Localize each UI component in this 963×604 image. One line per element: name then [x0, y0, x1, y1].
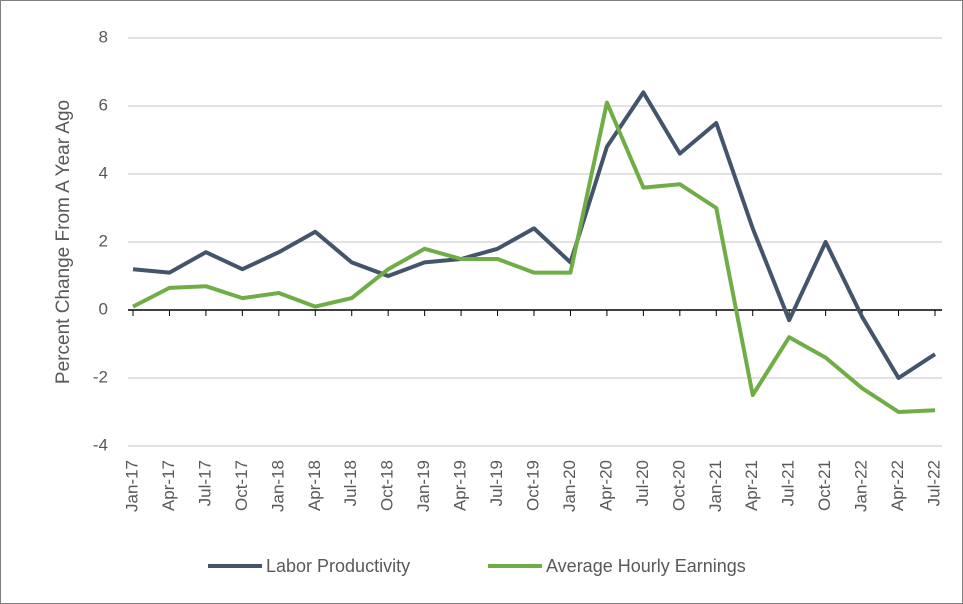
- x-tick-label: Apr-18: [305, 460, 324, 511]
- x-tick-label: Apr-21: [742, 460, 761, 511]
- x-tick-label: Oct-18: [378, 460, 397, 511]
- y-tick-label: -2: [93, 367, 108, 386]
- y-tick-label: 4: [99, 163, 108, 182]
- y-tick-label: 8: [99, 27, 108, 46]
- x-tick-label: Apr-22: [888, 460, 907, 511]
- x-tick-label: Jan-21: [706, 460, 725, 512]
- x-tick-label: Apr-17: [159, 460, 178, 511]
- series-line: [132, 100, 936, 414]
- x-tick-label: Jan-19: [414, 460, 433, 512]
- x-tick-label: Apr-20: [596, 460, 615, 511]
- x-tick-label: Jan-17: [122, 460, 141, 512]
- y-axis-label: Percent Change From A Year Ago: [53, 100, 74, 384]
- x-tick-label: Jan-20: [560, 460, 579, 512]
- x-tick-label: Oct-19: [523, 460, 542, 511]
- x-tick-label: Jul-19: [487, 460, 506, 506]
- x-tick-label: Jul-22: [924, 460, 943, 506]
- y-tick-label: 2: [99, 231, 108, 250]
- x-tick-label: Jul-20: [633, 460, 652, 506]
- x-tick-label: Jul-18: [341, 460, 360, 506]
- x-tick-label: Jul-21: [779, 460, 798, 506]
- y-tick-label: 0: [99, 299, 108, 318]
- x-tick-label: Oct-20: [669, 460, 688, 511]
- x-tick-label: Jan-18: [268, 460, 287, 512]
- y-tick-label: -4: [93, 435, 108, 454]
- legend-label: Average Hourly Earnings: [546, 556, 746, 576]
- y-tick-label: 6: [99, 95, 108, 114]
- legend-label: Labor Productivity: [266, 556, 410, 576]
- series-line: [132, 90, 937, 380]
- x-tick-label: Jul-17: [195, 460, 214, 506]
- x-tick-label: Oct-17: [232, 460, 251, 511]
- x-tick-label: Apr-19: [451, 460, 470, 511]
- x-tick-label: Jan-22: [852, 460, 871, 512]
- x-tick-label: Oct-21: [815, 460, 834, 511]
